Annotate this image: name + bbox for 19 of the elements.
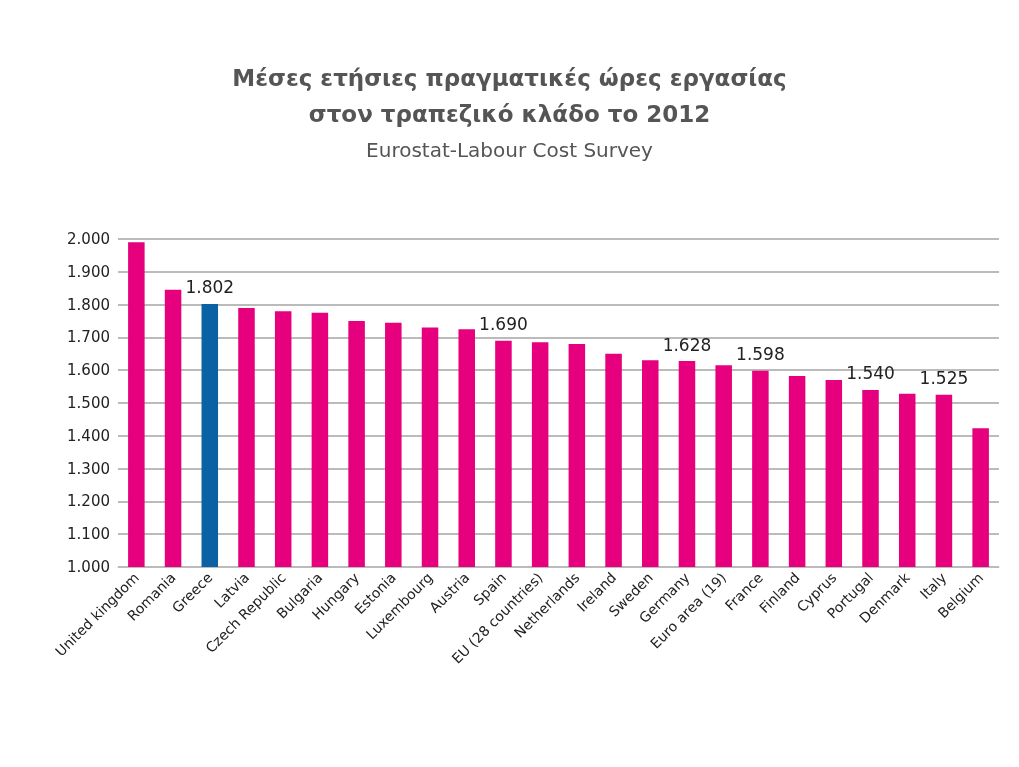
data-label: 1.525	[919, 368, 969, 389]
y-tick-label: 1.700	[67, 328, 110, 347]
y-tick-label: 1.300	[67, 459, 110, 478]
y-tick-label: 2.000	[67, 230, 110, 248]
y-tick-label: 1.400	[67, 426, 110, 445]
data-label: 1.802	[185, 277, 235, 298]
data-label: 1.628	[662, 334, 712, 355]
data-label: 1.598	[736, 344, 785, 365]
y-tick-label: 1.900	[67, 262, 110, 281]
chart-title: Μέσες ετήσιες πραγματικές ώρες εργασίας στον τραπεζικό κλάδο το 2012	[232, 65, 787, 127]
y-tick-label: 1.000	[67, 558, 110, 576]
y-tick-label: 1.600	[67, 361, 110, 380]
y-tick-label: 1.100	[67, 525, 110, 544]
y-tick-label: 1.200	[67, 492, 110, 511]
data-label: 1.540	[846, 363, 895, 384]
y-tick-label: 1.800	[67, 295, 110, 314]
y-tick-label: 1.500	[67, 394, 110, 412]
chart-subtitle: Eurostat-Labour Cost Survey	[366, 138, 654, 162]
data-label: 1.690	[479, 314, 528, 335]
